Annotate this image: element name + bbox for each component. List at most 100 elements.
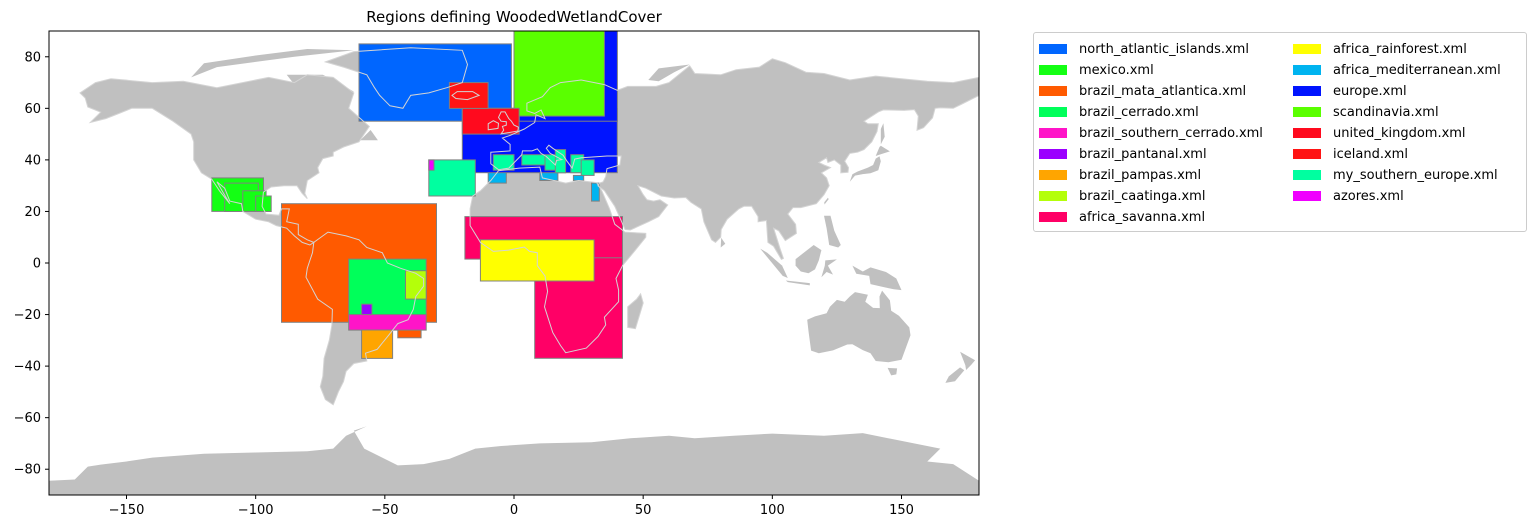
y-tick-label: −20	[14, 308, 41, 323]
legend-item: brazil_cerrado.xml	[1039, 103, 1199, 121]
legend-item: mexico.xml	[1039, 61, 1154, 79]
legend-label: brazil_pantanal.xml	[1079, 146, 1207, 162]
land-arctic-islands	[191, 49, 354, 78]
legend-swatch	[1039, 170, 1067, 180]
legend-swatch	[1039, 65, 1067, 75]
land-australia	[807, 290, 911, 363]
legend-label: brazil_pampas.xml	[1079, 167, 1202, 183]
land-newfoundland	[360, 130, 378, 141]
x-tick-label: 0	[510, 503, 518, 518]
y-tick-label: 0	[33, 257, 41, 272]
y-tick-label: 40	[24, 153, 41, 168]
legend-swatch	[1039, 149, 1067, 159]
x-tick-label: 150	[889, 503, 914, 518]
legend-swatch	[1293, 149, 1321, 159]
legend-item: brazil_pampas.xml	[1039, 166, 1201, 184]
coastline-uk	[497, 111, 519, 135]
land-taiwan	[824, 197, 829, 205]
land-new-zealand-south	[945, 367, 965, 383]
x-tick-label: 50	[635, 503, 652, 518]
legend-swatch	[1039, 44, 1067, 54]
land-borneo	[795, 245, 822, 274]
legend-item: brazil_mata_atlantica.xml	[1039, 82, 1246, 100]
legend-swatch	[1293, 191, 1321, 201]
legend-item: brazil_southern_cerrado.xml	[1039, 124, 1263, 142]
legend-swatch	[1293, 107, 1321, 117]
coastline-outlines	[79, 47, 979, 406]
land-hokkaido	[875, 145, 890, 156]
land-baffin	[286, 74, 354, 102]
legend-label: brazil_cerrado.xml	[1079, 104, 1199, 120]
chart-title: Regions defining WoodedWetlandCover	[366, 8, 662, 26]
legend-label: africa_rainforest.xml	[1333, 41, 1467, 57]
region-brazil-pantanal-box-1	[361, 303, 373, 316]
legend-label: north_atlantic_islands.xml	[1079, 41, 1249, 57]
region-azores-box-1	[428, 159, 435, 171]
land-sulawesi	[821, 259, 837, 278]
legend-item: brazil_pantanal.xml	[1039, 145, 1207, 163]
legend-label: brazil_southern_cerrado.xml	[1079, 125, 1263, 141]
legend-label: scandinavia.xml	[1333, 104, 1439, 120]
region-africa-mediterranean-box-4	[572, 174, 585, 182]
legend-swatch	[1039, 107, 1067, 117]
legend-label: azores.xml	[1333, 188, 1404, 204]
region-iceland-box-1	[448, 82, 489, 109]
legend-swatch	[1293, 170, 1321, 180]
legend: north_atlantic_islands.xml mexico.xml braz…	[1033, 32, 1527, 232]
x-tick-label: −100	[238, 503, 274, 518]
land-novaya-zemlya	[648, 64, 690, 82]
land-madagascar	[627, 293, 644, 329]
legend-label: mexico.xml	[1079, 62, 1154, 78]
legend-swatch	[1039, 86, 1067, 96]
coastline-north-america	[79, 74, 370, 246]
region-brazil-southern-cerrado-box-1	[348, 314, 427, 331]
land-north-america	[80, 74, 370, 245]
legend-item: north_atlantic_islands.xml	[1039, 40, 1249, 58]
legend-item: iceland.xml	[1293, 145, 1408, 163]
y-tick-label: −60	[14, 411, 41, 426]
legend-swatch	[1039, 212, 1067, 222]
legend-item: united_kingdom.xml	[1293, 124, 1466, 142]
coastline-south-america	[305, 231, 425, 406]
land-japan	[849, 156, 881, 182]
map-area	[49, 31, 979, 495]
land-sri-lanka	[720, 237, 726, 248]
coastline-greenland	[323, 47, 469, 109]
region-my-southern-europe-box-1	[428, 159, 476, 197]
y-tick-label: 20	[24, 205, 41, 220]
legend-label: africa_mediterranean.xml	[1333, 62, 1501, 78]
region-boxes	[211, 31, 624, 359]
land-philippines	[824, 215, 841, 248]
x-tick-label: 100	[760, 503, 785, 518]
legend-item: brazil_caatinga.xml	[1039, 187, 1205, 205]
legend-item: africa_savanna.xml	[1039, 208, 1205, 226]
legend-swatch	[1293, 65, 1321, 75]
y-tick-label: 60	[24, 102, 41, 117]
legend-item: my_southern_europe.xml	[1293, 166, 1498, 184]
y-axis: −80 −60 −40 −20 0 20 40 60 80	[14, 50, 49, 478]
legend-item: africa_mediterranean.xml	[1293, 61, 1501, 79]
y-tick-label: 80	[24, 50, 41, 65]
legend-label: iceland.xml	[1333, 146, 1408, 162]
region-brazil-caatinga-box-1	[405, 270, 427, 300]
coastline-ireland	[487, 120, 500, 131]
legend-item: azores.xml	[1293, 187, 1404, 205]
coastline-madagascar	[627, 292, 644, 330]
legend-label: my_southern_europe.xml	[1333, 167, 1498, 183]
region-united-kingdom-box-1	[461, 107, 520, 135]
y-tick-label: −40	[14, 360, 41, 375]
legend-label: brazil_mata_atlantica.xml	[1079, 83, 1247, 99]
coastline-iceland	[451, 91, 481, 101]
x-axis: −150 −100 −50 0 50 100 150	[109, 495, 914, 518]
land-tasmania	[887, 367, 898, 376]
legend-swatch	[1293, 86, 1321, 96]
x-tick-label: −50	[371, 503, 398, 518]
legend-swatch	[1293, 44, 1321, 54]
land-antarctica	[49, 426, 979, 495]
region-my-southern-europe-box-7	[580, 159, 595, 176]
land-masses	[49, 47, 979, 495]
legend-swatch	[1293, 128, 1321, 138]
region-my-southern-europe-box-3	[521, 154, 546, 166]
region-brazil-pampas-box-1	[361, 329, 394, 359]
